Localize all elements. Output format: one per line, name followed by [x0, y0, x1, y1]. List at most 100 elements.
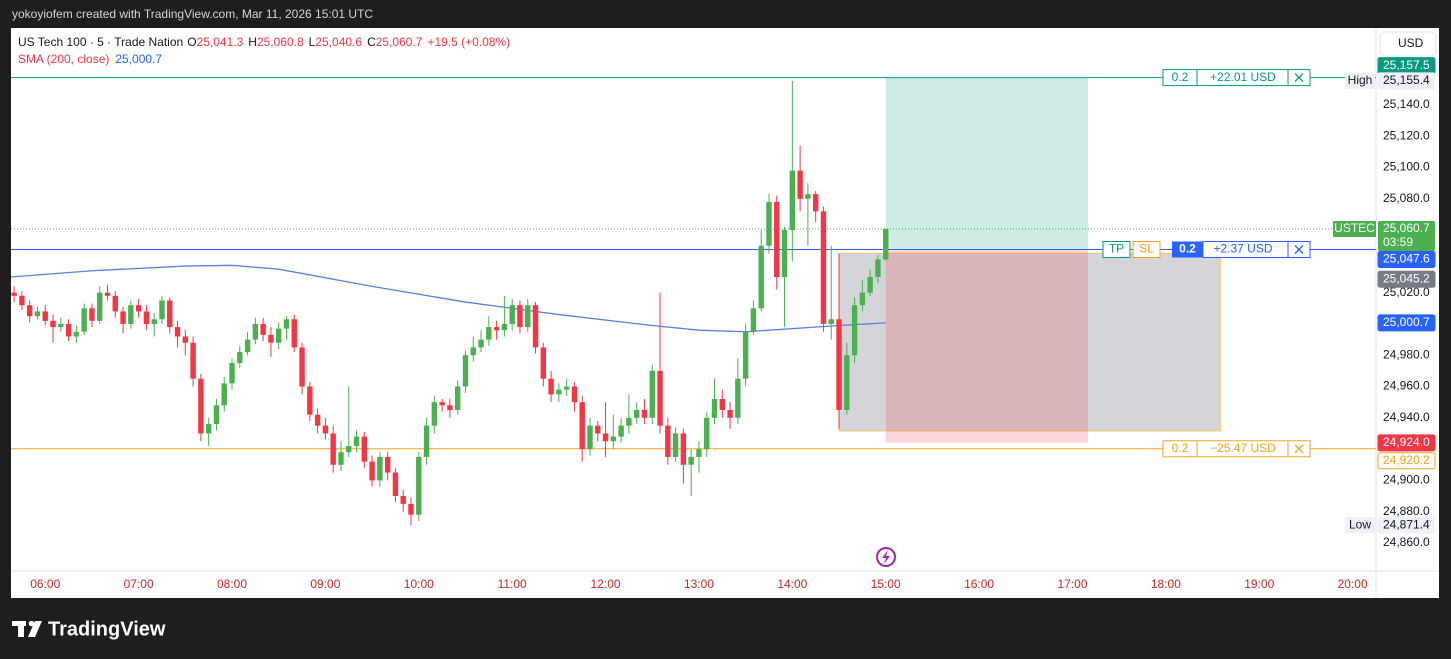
- candle-body: [883, 229, 889, 260]
- candle-body: [875, 259, 881, 278]
- candle-body: [221, 383, 227, 406]
- candle-body: [548, 378, 554, 395]
- range-top-tag-box: [1377, 270, 1436, 288]
- candle-body: [400, 496, 406, 504]
- chart-panel: [11, 28, 1439, 598]
- order-close[interactable]: [1294, 245, 1304, 254]
- order-pnl: +22.01 USD: [1210, 70, 1276, 84]
- low-name: Low: [1349, 517, 1371, 531]
- candle-body: [836, 319, 842, 410]
- candle-body: [299, 347, 305, 387]
- candle-body: [307, 386, 313, 415]
- order-label: TP SL 0.2 +2.37 USD: [1102, 240, 1311, 258]
- candle-body: [447, 405, 453, 410]
- candle-body: [34, 311, 41, 317]
- x-tick-label: 08:00: [217, 577, 247, 591]
- candle-body: [283, 319, 290, 329]
- candle-body: [167, 300, 173, 328]
- candle-body: [672, 433, 679, 457]
- candle-body: [408, 503, 414, 515]
- candle-body: [587, 425, 593, 450]
- stop-order-tag-box: [1377, 452, 1436, 470]
- y-tick-label: 25,020.0: [1383, 285, 1430, 299]
- legend-key: H: [248, 35, 257, 49]
- x-tick-label: 13:00: [684, 577, 714, 591]
- x-tick-label: 18:00: [1151, 577, 1181, 591]
- x-tick-label: 06:00: [30, 577, 60, 591]
- candle-body: [727, 409, 733, 418]
- x-tick-label: 16:00: [964, 577, 994, 591]
- candle-body: [781, 230, 788, 278]
- candle-body: [11, 292, 17, 296]
- usd-button[interactable]: USD: [1379, 31, 1437, 57]
- y-tick-label: 24,880.0: [1383, 504, 1430, 518]
- x-tick-label: 15:00: [871, 577, 901, 591]
- candle-body: [626, 417, 632, 426]
- candle-body: [159, 300, 165, 320]
- entry-tag-box: [1377, 250, 1436, 268]
- order-pnl-box: [1202, 240, 1311, 258]
- sma-tag-box: [1377, 314, 1436, 332]
- stop-loss-tag: 24,924.0: [1383, 435, 1430, 449]
- candle-body: [610, 436, 617, 442]
- candle-body: [244, 339, 251, 353]
- candle-body: [135, 305, 142, 312]
- brand-name: TradingView: [48, 618, 166, 640]
- symbol: USTEC: [1334, 221, 1375, 235]
- y-tick-label: 24,900.0: [1383, 473, 1430, 487]
- countdown: 03:59: [1383, 235, 1413, 249]
- candle-body: [470, 347, 476, 356]
- alert-icon[interactable]: [876, 547, 896, 567]
- candle-body: [151, 319, 157, 324]
- candle-body: [346, 445, 352, 453]
- order-button[interactable]: [1132, 240, 1161, 258]
- y-tick-label: 25,100.0: [1383, 160, 1430, 174]
- candle-body: [618, 425, 624, 437]
- sma-tag: 25,000.7: [1383, 315, 1430, 329]
- candle-body: [205, 424, 212, 434]
- order-close[interactable]: [1294, 444, 1304, 454]
- candle-body: [571, 386, 578, 403]
- order-qty: 0.2: [1172, 441, 1189, 455]
- candle-body: [431, 402, 438, 426]
- candle-body: [377, 456, 383, 481]
- candle-body: [540, 347, 547, 379]
- candle-body: [493, 327, 500, 331]
- order-label: 0.2 +22.01 USD: [1162, 69, 1311, 87]
- candle-body: [104, 292, 111, 296]
- candle-body: [828, 319, 834, 324]
- y-tick-label: 25,080.0: [1383, 191, 1430, 205]
- candle-body: [81, 308, 87, 332]
- take-profit-zone: [885, 77, 1089, 250]
- range-box: [838, 252, 1221, 432]
- take-profit-tag: 25,157.5: [1383, 58, 1430, 72]
- order-label: 0.2 −25.47 USD: [1162, 440, 1311, 458]
- x-tick-label: 14:00: [777, 577, 807, 591]
- last-price: 25,060.7: [1383, 221, 1430, 235]
- x-tick-label: 11:00: [498, 577, 527, 591]
- x-tick-label: 19:00: [1244, 577, 1274, 591]
- candle-body: [758, 245, 764, 309]
- order-close[interactable]: [1294, 73, 1304, 83]
- candle-body: [190, 342, 196, 379]
- candle-body: [735, 378, 741, 418]
- candle-body: [657, 370, 663, 426]
- candle-body: [260, 323, 266, 335]
- y-tick-label: 24,960.0: [1383, 379, 1430, 393]
- order-qty: 0.2: [1172, 70, 1189, 84]
- x-tick-label: 12:00: [591, 577, 621, 591]
- stop-loss-tag-box: [1377, 434, 1436, 452]
- candle-body: [58, 323, 64, 328]
- candle-body: [439, 402, 445, 406]
- high-name: High: [1348, 73, 1373, 87]
- candle-body: [462, 355, 469, 387]
- legend-key: O: [187, 35, 196, 49]
- candle-body: [65, 323, 72, 337]
- order-button[interactable]: [1102, 240, 1131, 258]
- candle-body: [89, 308, 95, 321]
- currency[interactable]: USD: [1398, 36, 1424, 50]
- candle-body: [314, 414, 321, 426]
- low-name-box: [1345, 517, 1375, 534]
- sma-value: 25,000.7: [115, 52, 162, 66]
